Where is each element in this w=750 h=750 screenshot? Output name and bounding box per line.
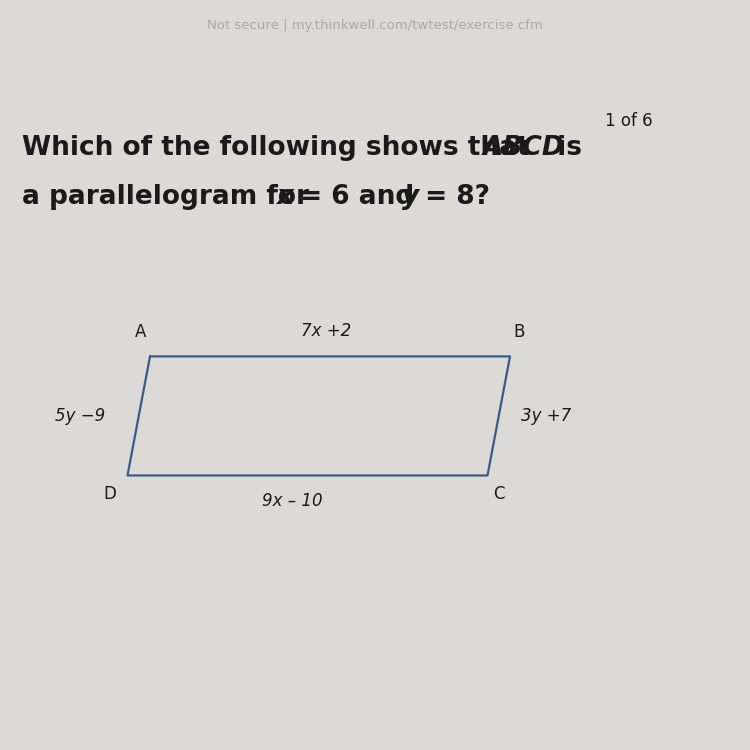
Text: 5y −9: 5y −9: [55, 407, 105, 425]
Text: y: y: [402, 184, 419, 211]
Text: = 8?: = 8?: [416, 184, 490, 211]
Text: 9x – 10: 9x – 10: [262, 492, 322, 510]
Text: B: B: [514, 323, 525, 341]
Text: 3y +7: 3y +7: [521, 407, 572, 425]
Text: C: C: [494, 485, 505, 503]
Text: = 6 and: = 6 and: [291, 184, 423, 211]
Text: Which of the following shows that: Which of the following shows that: [22, 135, 539, 160]
Text: a parallelogram for: a parallelogram for: [22, 184, 319, 211]
Text: x: x: [276, 184, 293, 211]
Text: A: A: [135, 323, 146, 341]
Text: is: is: [548, 135, 581, 160]
Text: D: D: [104, 485, 116, 503]
Text: ABCD: ABCD: [482, 135, 564, 160]
Text: 7x +2: 7x +2: [301, 322, 351, 340]
Text: 1 of 6: 1 of 6: [604, 112, 652, 130]
Text: Not secure | my.thinkwell.com/twtest/exercise.cfm: Not secure | my.thinkwell.com/twtest/exe…: [207, 20, 543, 32]
